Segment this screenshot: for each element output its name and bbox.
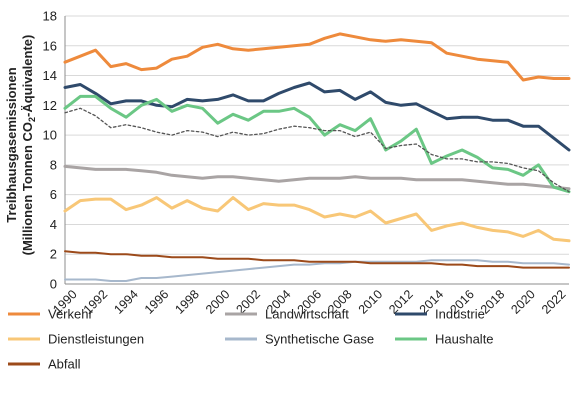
series-dotted-reference <box>64 107 570 193</box>
y-tick-label: 16 <box>43 38 57 53</box>
x-tick-label: 2022 <box>539 287 569 317</box>
y-tick-label: 10 <box>43 128 57 143</box>
x-tick-label: 1996 <box>142 287 172 317</box>
y-axis-label-line1: Treibhausgasemissionen <box>4 67 19 222</box>
legend-label: Landwirtschaft <box>265 307 349 322</box>
axes <box>64 16 569 285</box>
series-industrie <box>63 81 571 152</box>
y-tick-label: 12 <box>43 98 57 113</box>
y-tick-labels: 0 2 4 6 8 10 12 14 16 18 <box>43 9 57 292</box>
legend-item: Verkehr <box>8 307 93 322</box>
legend-label: Dienstleistungen <box>48 332 144 347</box>
legend-item: Abfall <box>8 357 81 372</box>
y-tick-label: 18 <box>43 9 57 24</box>
y-tick-label: 2 <box>50 247 57 262</box>
y-tick-label: 14 <box>43 68 57 83</box>
legend-item: Haushalte <box>395 332 494 347</box>
legend-label: Verkehr <box>48 307 93 322</box>
legend: Verkehr Landwirtschaft Industrie Dienstleis… <box>8 307 494 372</box>
y-tick-label: 6 <box>50 187 57 202</box>
x-tick-label: 2002 <box>233 287 263 317</box>
y-axis-label: Treibhausgasemissionen (Millionen Tonnen… <box>4 35 37 256</box>
series-abfall <box>64 250 570 269</box>
x-tick-label: 2012 <box>386 287 416 317</box>
series-synthetische-gase <box>64 259 570 282</box>
y-tick-label: 0 <box>50 277 57 292</box>
series-dienstleistungen <box>63 196 571 243</box>
y-axis-label-line2: (Millionen Tonnen CO2-Äquivalente) <box>20 35 37 256</box>
legend-label: Abfall <box>48 357 81 372</box>
legend-item: Industrie <box>395 307 485 322</box>
x-tick-label: 2010 <box>356 287 386 317</box>
legend-label: Haushalte <box>435 332 494 347</box>
y-tick-label: 4 <box>50 217 57 232</box>
series-lines <box>63 32 571 282</box>
x-tick-label: 2000 <box>203 287 233 317</box>
legend-label: Industrie <box>435 307 485 322</box>
legend-item: Synthetische Gase <box>225 332 374 347</box>
y-tick-label: 8 <box>50 157 57 172</box>
x-tick-label: 1994 <box>111 287 141 317</box>
x-tick-label: 1998 <box>172 287 202 317</box>
gridlines <box>65 15 569 255</box>
series-haushalte <box>63 94 571 194</box>
legend-item: Dienstleistungen <box>8 332 144 347</box>
series-verkehr <box>63 32 571 82</box>
legend-label: Synthetische Gase <box>265 332 374 347</box>
legend-item: Landwirtschaft <box>225 307 349 322</box>
series-landwirtschaft <box>63 164 571 191</box>
x-tick-label: 2020 <box>508 287 538 317</box>
